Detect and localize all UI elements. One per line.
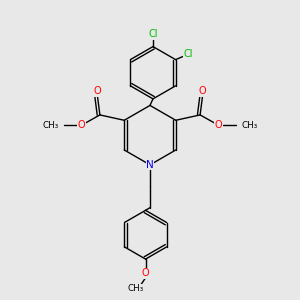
Text: CH₃: CH₃: [128, 284, 144, 293]
Text: CH₃: CH₃: [242, 121, 258, 130]
Text: CH₃: CH₃: [42, 121, 58, 130]
Text: N: N: [146, 160, 154, 170]
Text: O: O: [78, 120, 85, 130]
Text: Cl: Cl: [148, 29, 158, 39]
Text: Cl: Cl: [183, 49, 193, 59]
Text: O: O: [199, 86, 206, 96]
Text: O: O: [94, 86, 101, 96]
Text: O: O: [142, 268, 149, 278]
Text: O: O: [215, 120, 222, 130]
